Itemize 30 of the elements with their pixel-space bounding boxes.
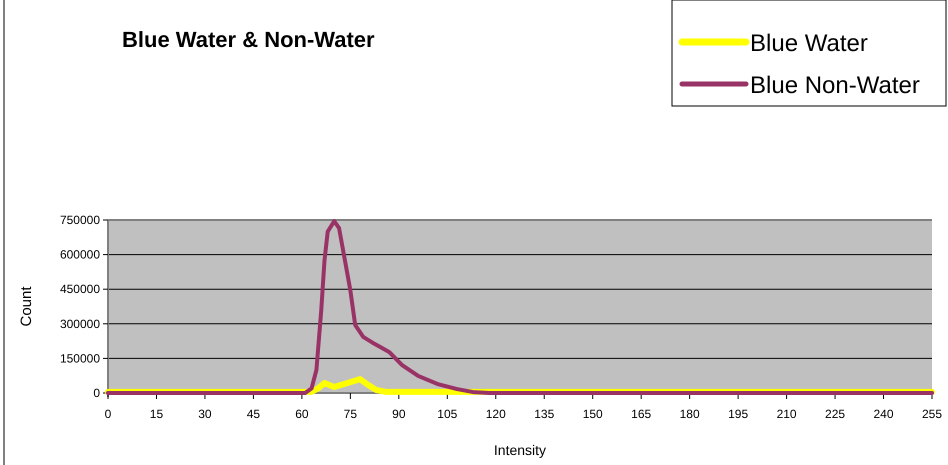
y-tick-label: 0 [93,386,100,400]
x-tick-label: 0 [104,407,112,421]
x-tick-label: 180 [680,407,700,421]
line-series [106,219,934,395]
y-axis-title: Count [18,286,35,327]
x-tick-label: 105 [437,407,458,421]
x-tick-label: 120 [486,407,506,421]
x-tick-label: 90 [392,407,406,421]
x-tick-label: 255 [922,407,942,421]
x-tick-label: 75 [344,407,358,421]
x-tick-label: 15 [150,407,164,421]
x-tick-label: 225 [825,407,846,421]
x-tick-label: 165 [631,407,652,421]
x-tick-label: 195 [728,407,748,421]
chart-title: Blue Water & Non-Water [122,27,376,52]
y-tick-label: 150000 [60,351,100,366]
y-tick-label: 450000 [60,282,100,296]
y-tick-label: 600000 [60,248,100,262]
y-tick-label: 300000 [60,316,100,331]
x-tick-label: 45 [246,407,260,421]
y-tick-label: 750000 [60,213,100,227]
x-tick-label: 60 [295,407,309,421]
legend-label: Blue Non-Water [750,72,920,99]
x-tick-label: 240 [874,407,894,421]
x-tick-label: 135 [534,407,555,421]
x-tick-label: 210 [776,407,797,421]
x-tick-label: 30 [198,407,212,421]
legend-label: Blue Water [750,30,868,57]
x-axis-title: Intensity [494,442,546,458]
x-tick-label: 150 [582,407,604,421]
